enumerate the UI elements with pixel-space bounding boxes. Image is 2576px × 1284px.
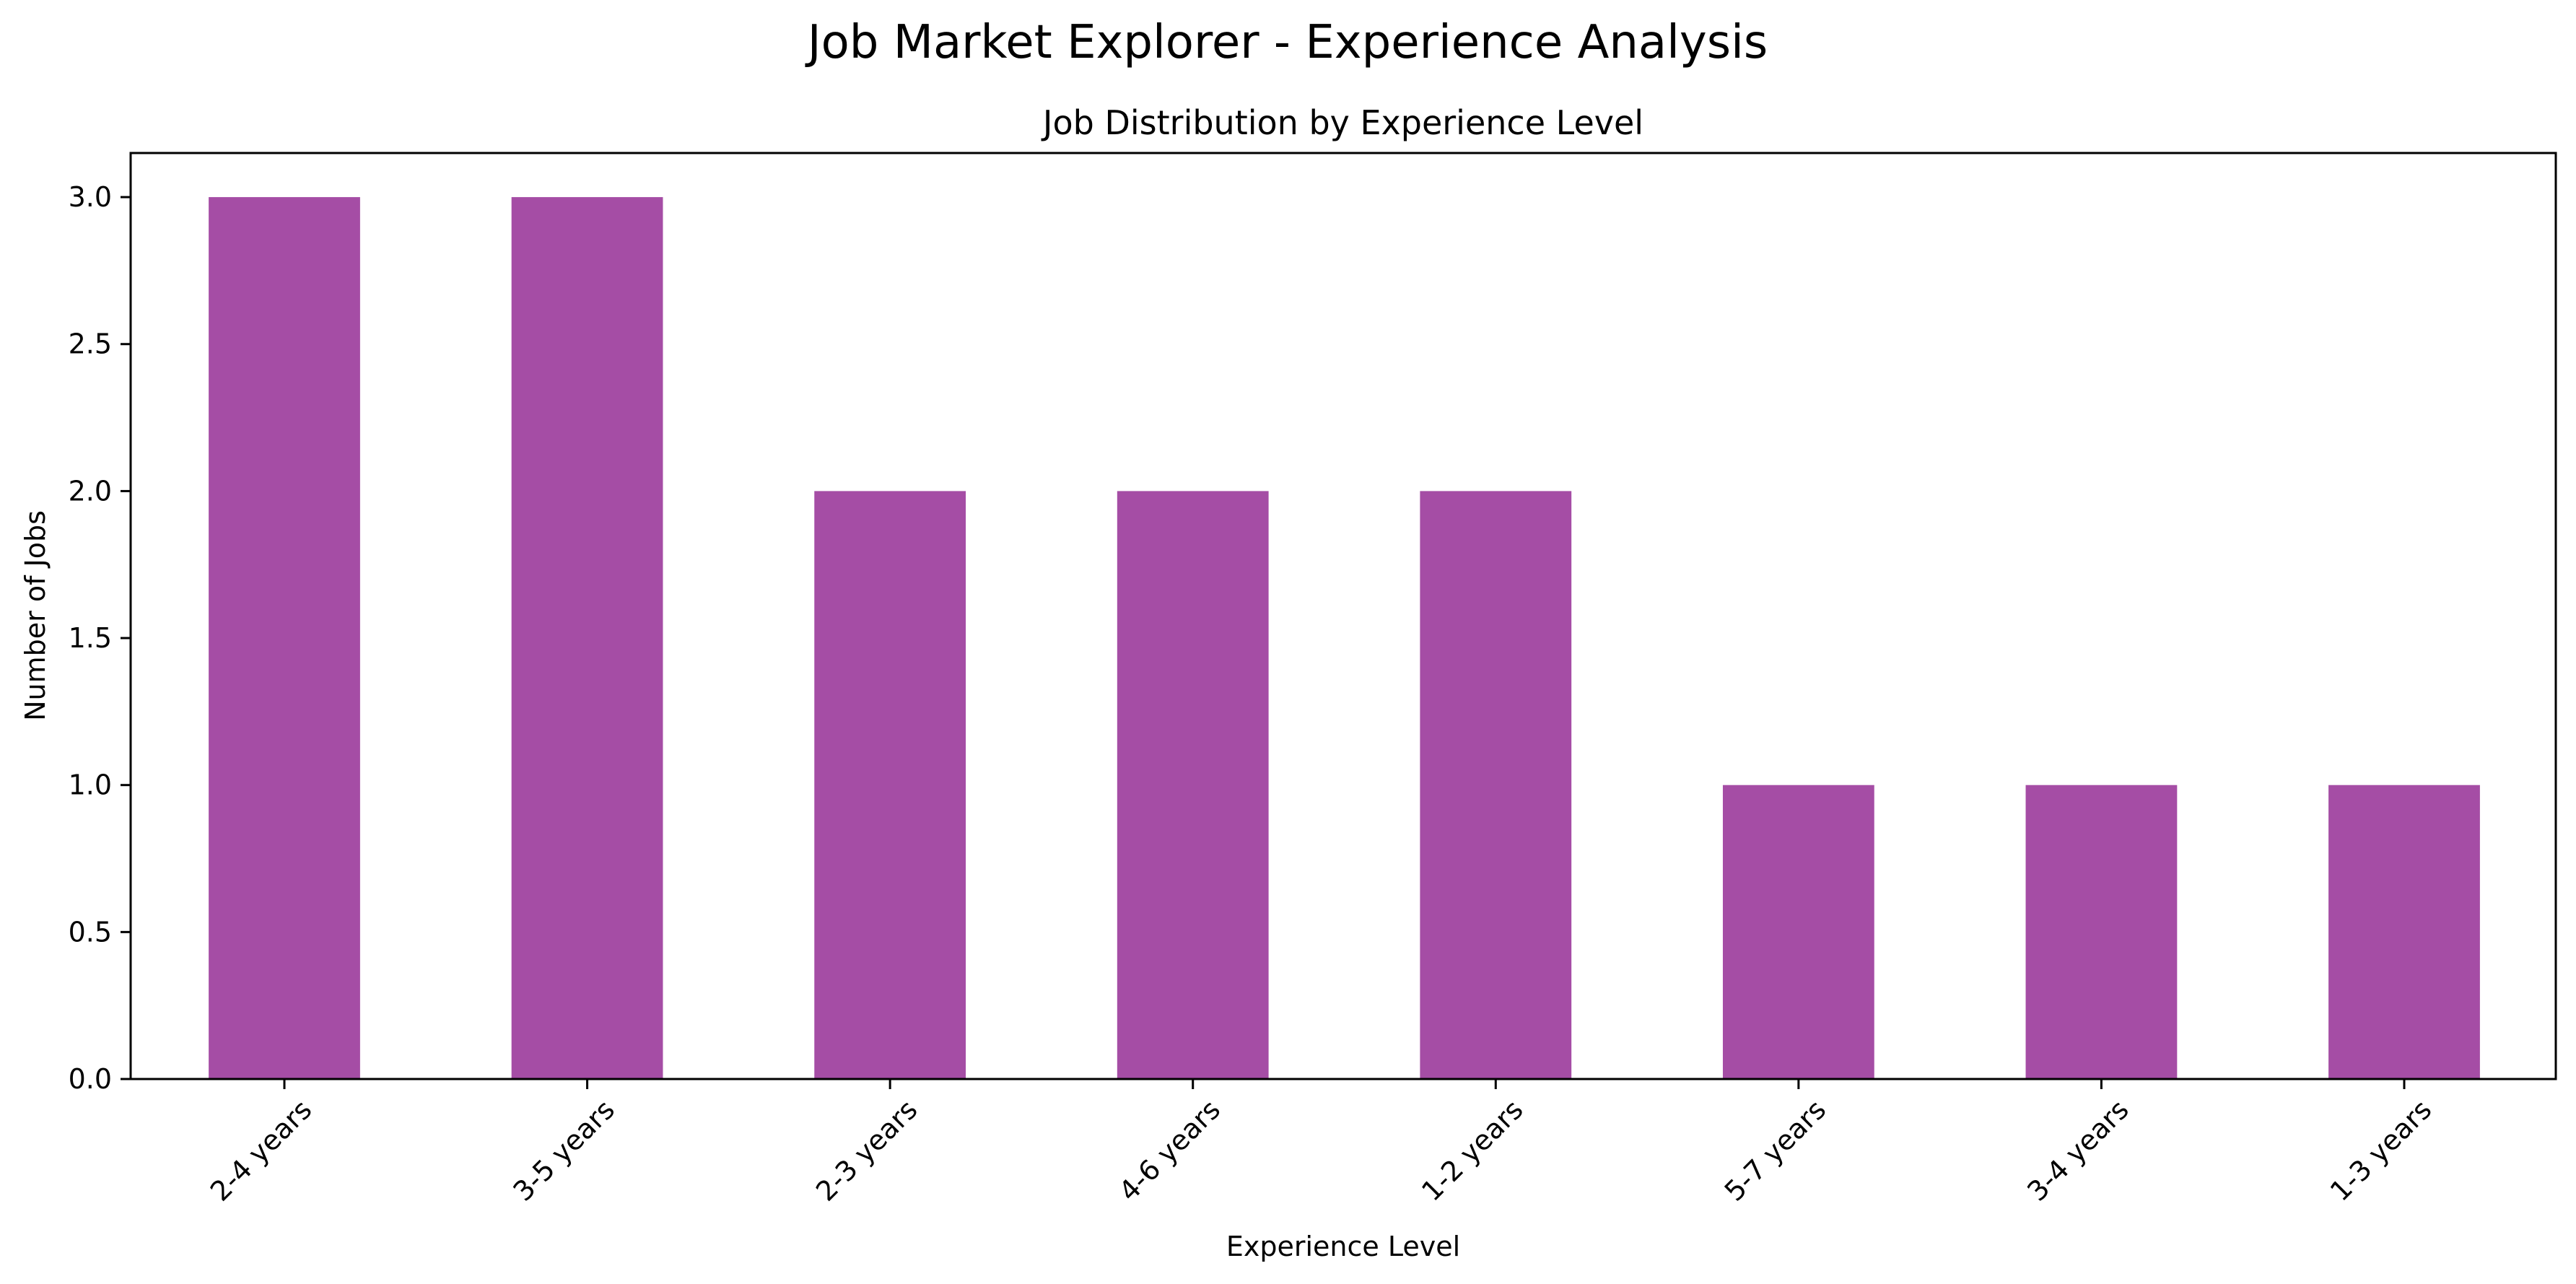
y-axis-ticks: 0.0 0.5 1.0 1.5 2.0 2.5 3.0 [69,181,131,1095]
x-tick-label: 5-7 years [1719,1093,1832,1207]
x-tick-label: 2-3 years [810,1093,923,1207]
bar-3-4-years [2025,785,2178,1079]
bar-4-6-years [1117,491,1269,1079]
x-tick-label: 3-4 years [2021,1093,2134,1207]
bar-group [209,197,2480,1080]
x-tick-label: 4-6 years [1113,1093,1226,1207]
x-tick-label: 1-2 years [1415,1093,1529,1207]
x-axis-ticks: 2-4 years 3-5 years 2-3 years 4-6 years 1-2 … [204,1079,2437,1207]
bar-2-4-years [209,197,360,1080]
chart-title: Job Distribution by Experience Level [1041,103,1643,142]
x-tick-label: 1-3 years [2324,1093,2437,1207]
x-tick-label: 3-5 years [507,1093,620,1207]
y-tick-label: 2.5 [69,328,112,360]
y-tick-label: 1.0 [69,769,112,801]
figure-title: Job Market Explorer - Experience Analysi… [805,16,1768,69]
plot-frame [129,152,2557,1080]
y-tick-label: 0.5 [69,916,112,948]
bar-5-7-years [1722,785,1874,1079]
bar-1-2-years [1420,491,1572,1079]
bar-3-5-years [511,197,663,1080]
y-axis-label: Number of Jobs [19,510,51,721]
x-axis-label: Experience Level [1226,1231,1460,1262]
y-tick-label: 3.0 [69,181,112,213]
bar-2-3-years [814,491,966,1079]
y-tick-label: 2.0 [69,475,112,507]
y-tick-label: 0.0 [69,1063,112,1095]
x-tick-label: 2-4 years [204,1093,318,1207]
bar-1-3-years [2328,785,2480,1079]
y-tick-label: 1.5 [69,622,112,654]
